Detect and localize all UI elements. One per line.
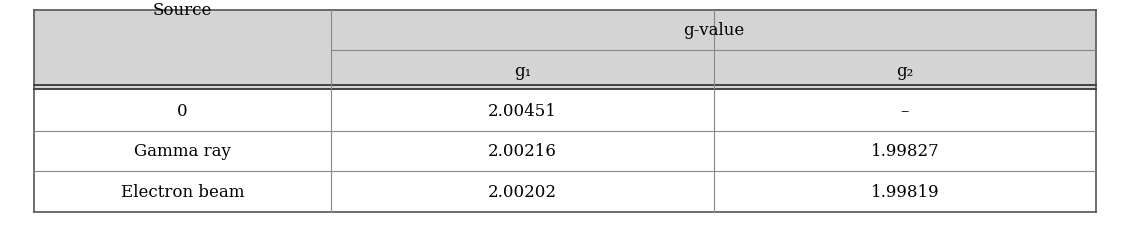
Bar	[34, 171, 331, 211]
Text: 2.00202: 2.00202	[488, 183, 557, 200]
Text: g₁: g₁	[514, 62, 531, 79]
Bar	[34, 131, 331, 171]
Text: 1.99827: 1.99827	[870, 143, 939, 160]
Bar	[34, 11, 331, 91]
Text: –: –	[901, 103, 910, 119]
Bar	[331, 131, 714, 171]
Bar	[714, 131, 1096, 171]
Bar	[714, 51, 1096, 91]
Bar	[331, 51, 714, 91]
Text: 2.00216: 2.00216	[488, 143, 557, 160]
Text: 0: 0	[177, 103, 188, 119]
Bar	[714, 91, 1096, 131]
Bar	[714, 171, 1096, 211]
Text: g-value: g-value	[683, 22, 745, 39]
Bar	[34, 91, 331, 131]
Bar	[331, 91, 714, 131]
Bar	[331, 171, 714, 211]
Text: 2.00451: 2.00451	[488, 103, 557, 119]
Text: Gamma ray: Gamma ray	[134, 143, 231, 160]
Bar	[331, 11, 1096, 51]
Text: g₂: g₂	[896, 62, 913, 79]
Text: Electron beam: Electron beam	[121, 183, 244, 200]
Text: Source: Source	[153, 2, 212, 19]
Text: 1.99819: 1.99819	[870, 183, 939, 200]
